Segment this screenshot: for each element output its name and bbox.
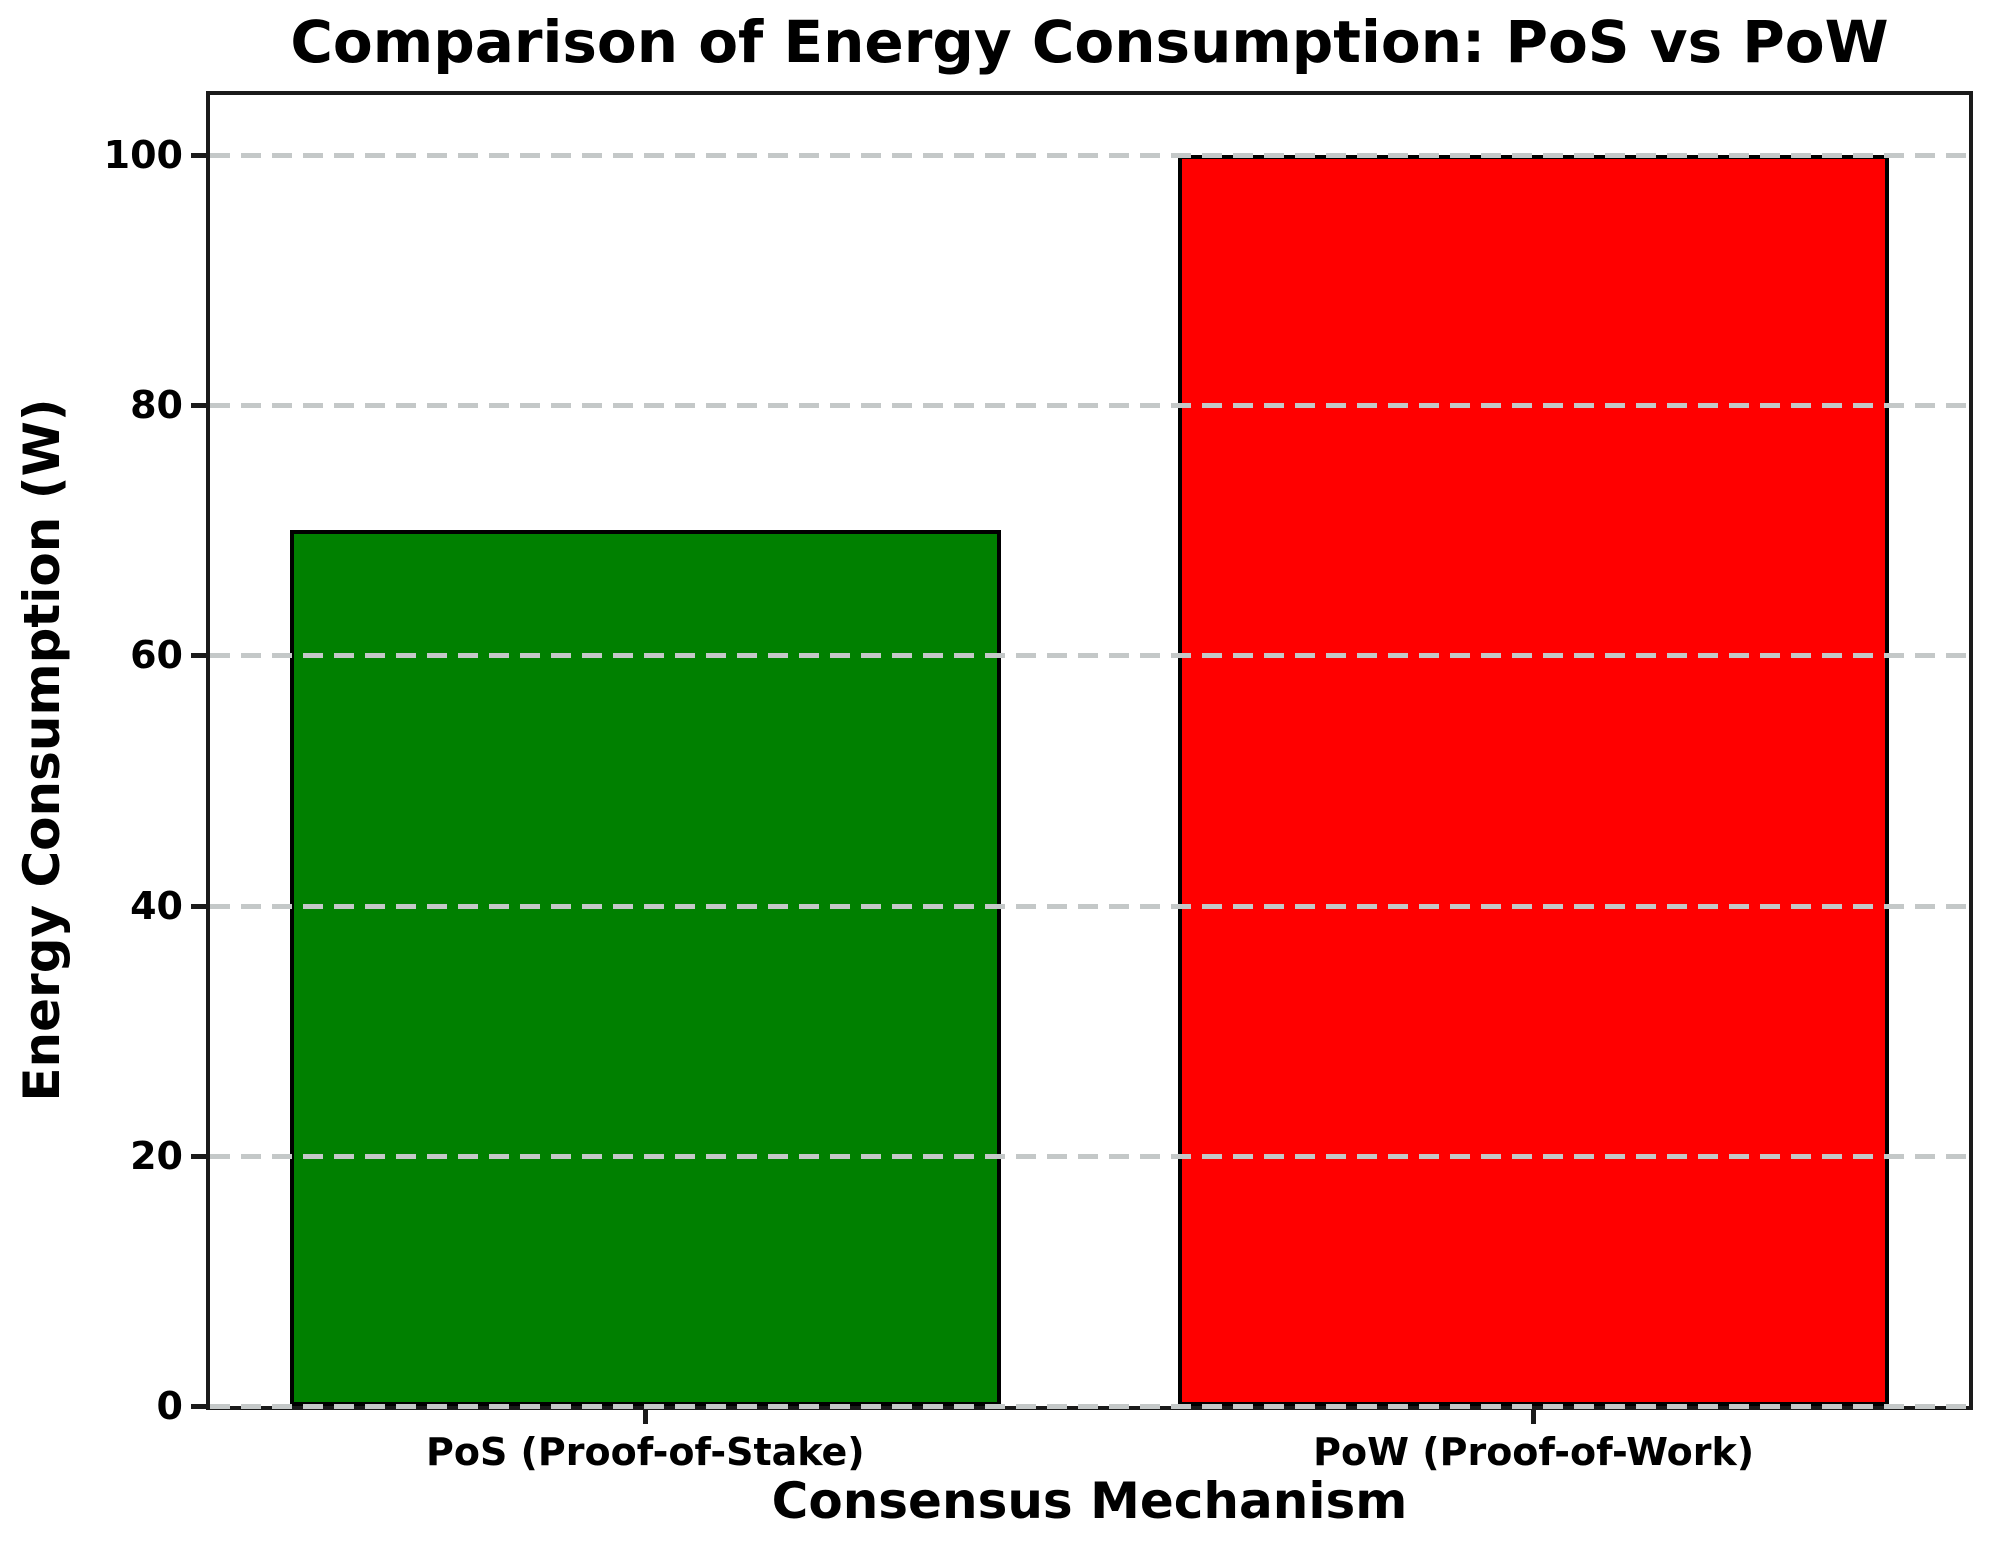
y-tick-label: 80 — [130, 383, 183, 428]
chart-title: Comparison of Energy Consumption: PoS vs… — [290, 8, 1889, 76]
y-tick-label: 0 — [156, 1384, 183, 1428]
y-gridline — [210, 403, 1969, 409]
y-axis-tick — [191, 653, 206, 659]
y-axis-tick — [191, 403, 206, 409]
y-tick-label: 60 — [130, 633, 183, 678]
bar-pow — [1178, 155, 1889, 1406]
y-gridline — [210, 153, 1969, 159]
y-tick-label: 40 — [130, 883, 183, 928]
x-axis-tick — [1531, 1406, 1537, 1424]
y-tick-label: 20 — [130, 1133, 183, 1178]
x-axis-label: Consensus Mechanism — [771, 1472, 1408, 1530]
bar-pos — [290, 530, 1001, 1406]
y-axis-tick — [191, 1153, 206, 1159]
y-axis-tick — [191, 903, 206, 909]
x-tick-label: PoW (Proof-of-Work) — [1313, 1430, 1755, 1474]
x-tick-label: PoS (Proof-of-Stake) — [426, 1430, 865, 1474]
x-axis-tick — [642, 1406, 648, 1424]
y-gridline — [210, 1404, 1969, 1409]
y-gridline — [210, 653, 1969, 659]
y-gridline — [210, 903, 1969, 909]
y-gridline — [210, 1153, 1969, 1159]
y-axis-label: Energy Consumption (W) — [13, 398, 71, 1102]
y-axis-tick — [191, 1404, 206, 1409]
y-tick-label: 100 — [103, 133, 183, 178]
plot-area — [206, 91, 1973, 1410]
y-axis-tick — [191, 153, 206, 159]
